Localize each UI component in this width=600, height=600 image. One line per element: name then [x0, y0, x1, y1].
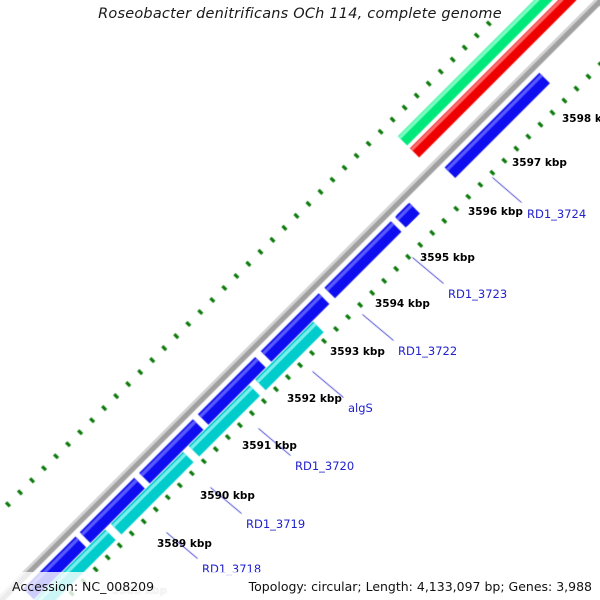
ruler-tick-label: 3591 kbp — [242, 440, 297, 452]
ruler-tick-label: 3597 kbp — [512, 157, 567, 169]
ruler-tick-label: 3594 kbp — [375, 298, 430, 310]
ruler-tick-label: 3590 kbp — [200, 490, 255, 502]
ruler-tick-label: 3595 kbp — [420, 252, 475, 264]
gene-label-rd1_3722[interactable]: RD1_3722 — [398, 344, 458, 358]
ruler-tick-label: 3596 kbp — [468, 206, 523, 218]
ruler-tick-label: 3593 kbp — [330, 346, 385, 358]
gene-label-rd1_3719[interactable]: RD1_3719 — [246, 517, 306, 531]
ruler-tick-label: 3592 kbp — [287, 393, 342, 405]
ruler-tick-label: 3589 kbp — [157, 538, 212, 550]
ruler-tick-label: 3598 kbp — [562, 113, 600, 125]
gene-label-algs[interactable]: algS — [348, 401, 373, 415]
gene-label-rd1_3720[interactable]: RD1_3720 — [295, 459, 355, 473]
genome-summary: Topology: circular; Length: 4,133,097 bp… — [248, 579, 592, 594]
page-title: Roseobacter denitrificans OCh 114, compl… — [98, 6, 502, 22]
accession-label: Accession: NC_008209 — [12, 579, 155, 594]
status-bar: Accession: NC_008209 Topology: circular;… — [0, 572, 600, 600]
gene-label-rd1_3723[interactable]: RD1_3723 — [448, 287, 508, 301]
gene-label-rd1_3724[interactable]: RD1_3724 — [527, 207, 587, 221]
